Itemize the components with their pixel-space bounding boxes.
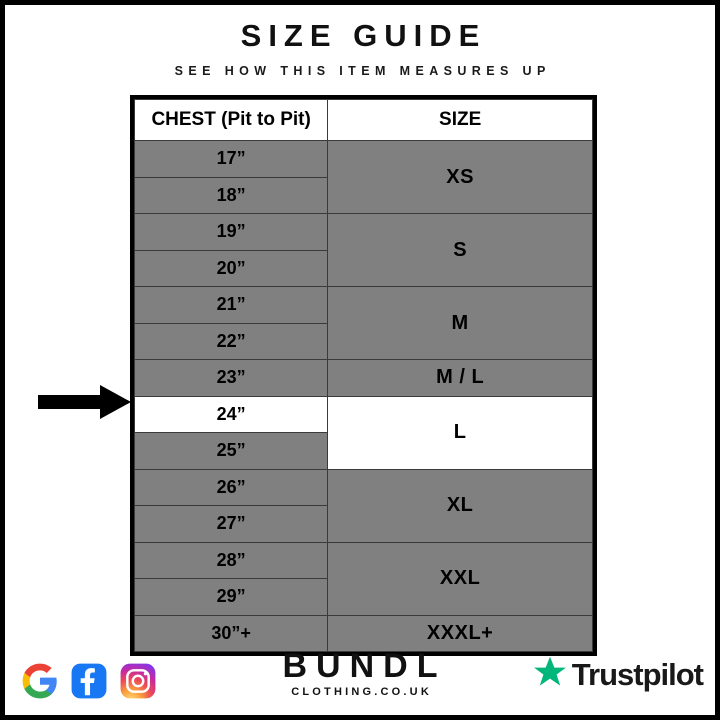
header: SIZE GUIDE SEE HOW THIS ITEM MEASURES UP bbox=[5, 5, 715, 78]
brand-logo: BUNDL CLOTHING.CO.UK bbox=[5, 649, 715, 698]
table-row: 21” M bbox=[133, 286, 593, 360]
cell-chest: 21” bbox=[133, 286, 329, 324]
cell-chest: 29” bbox=[133, 578, 329, 616]
table-row: 20” bbox=[133, 249, 593, 287]
trustpilot-logo[interactable]: Trustpilot bbox=[533, 655, 704, 694]
cell-size: S bbox=[327, 213, 593, 287]
footer: BUNDL CLOTHING.CO.UK Trustpilot bbox=[5, 642, 715, 708]
table-row: 27” bbox=[133, 505, 593, 543]
cell-size: L bbox=[327, 395, 593, 470]
size-table-container: CHEST (Pit to Pit) SIZE 17” XS 18” 19” S 20” 2… bbox=[130, 95, 597, 656]
trustpilot-label: Trustpilot bbox=[571, 657, 704, 692]
cell-chest: 26” bbox=[133, 468, 329, 506]
brand-name: BUNDL bbox=[282, 647, 447, 685]
table-row: 30”+ XXXL+ bbox=[133, 614, 593, 652]
brand-domain: CLOTHING.CO.UK bbox=[291, 686, 432, 698]
google-icon[interactable] bbox=[21, 662, 59, 700]
cell-chest: 24” bbox=[133, 395, 329, 433]
page-subtitle: SEE HOW THIS ITEM MEASURES UP bbox=[174, 63, 551, 78]
column-header-size: SIZE bbox=[327, 99, 593, 141]
instagram-icon[interactable] bbox=[119, 662, 157, 700]
cell-chest: 25” bbox=[133, 432, 329, 470]
page-title: SIZE GUIDE bbox=[240, 18, 487, 53]
trustpilot-star-icon bbox=[533, 655, 567, 694]
cell-size: XXXL+ bbox=[327, 614, 593, 652]
cell-chest: 30”+ bbox=[133, 614, 329, 652]
right-arrow-icon bbox=[38, 385, 131, 419]
cell-chest: 23” bbox=[133, 359, 329, 397]
cell-size: XXL bbox=[327, 541, 593, 616]
table-row: 17” XS bbox=[133, 140, 593, 214]
column-header-chest: CHEST (Pit to Pit) bbox=[133, 99, 329, 141]
cell-size: M bbox=[327, 286, 593, 360]
table-row: 28” XXL bbox=[133, 541, 593, 616]
cell-size: M / L bbox=[327, 359, 593, 397]
social-links bbox=[21, 662, 157, 700]
cell-size: XS bbox=[327, 140, 593, 214]
table-row: 26” XL bbox=[133, 468, 593, 543]
facebook-icon[interactable] bbox=[70, 662, 108, 700]
cell-size: XL bbox=[327, 468, 593, 543]
table-header-row: CHEST (Pit to Pit) SIZE bbox=[133, 99, 593, 141]
cell-chest: 18” bbox=[133, 176, 329, 214]
table-row: 23” M / L bbox=[133, 359, 593, 397]
table-row: 25” bbox=[133, 432, 593, 470]
table-row: 18” bbox=[133, 176, 593, 214]
cell-chest: 17” bbox=[133, 140, 329, 178]
cell-chest: 22” bbox=[133, 322, 329, 360]
cell-chest: 28” bbox=[133, 541, 329, 579]
table-row: 29” bbox=[133, 578, 593, 616]
table-body: 17” XS 18” 19” S 20” 21” M 22” 23” M / L 24” L 25” 26”… bbox=[133, 140, 593, 652]
cell-chest: 19” bbox=[133, 213, 329, 251]
table-row: 24” L bbox=[133, 395, 593, 470]
table-row: 19” S bbox=[133, 213, 593, 287]
cell-chest: 20” bbox=[133, 249, 329, 287]
size-table: CHEST (Pit to Pit) SIZE 17” XS 18” 19” S 20” 2… bbox=[133, 99, 593, 652]
cell-chest: 27” bbox=[133, 505, 329, 543]
